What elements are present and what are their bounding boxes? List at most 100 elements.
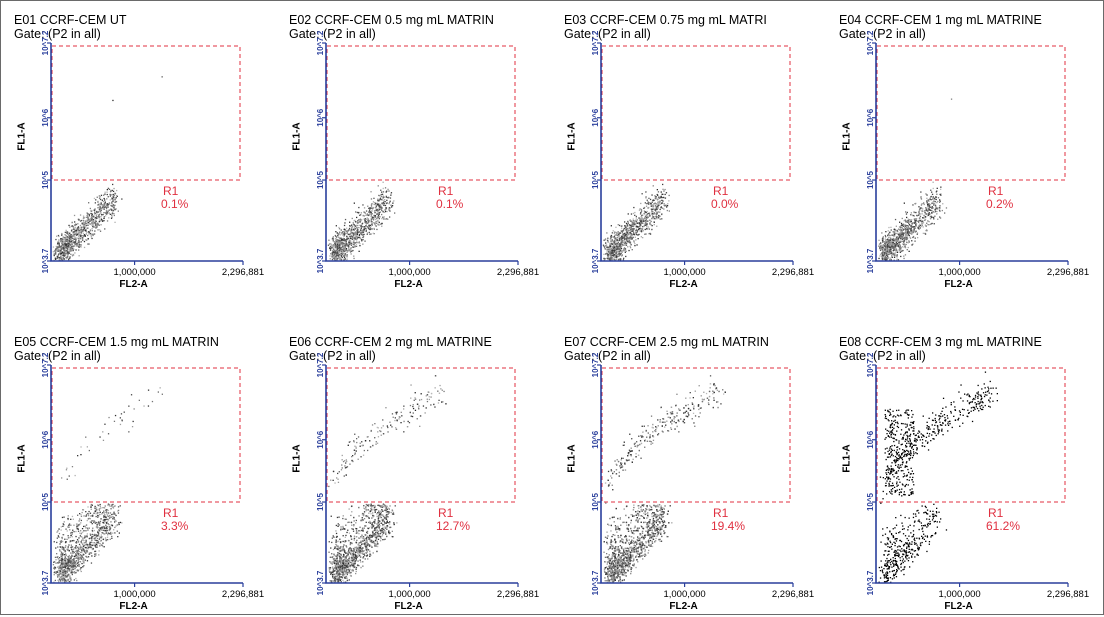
data-point [631,228,632,229]
data-point [669,210,670,211]
data-point [79,518,80,519]
data-point [616,243,617,244]
data-point [384,216,385,217]
data-point [106,519,107,520]
data-point [133,421,134,422]
data-point [626,245,627,246]
data-point [336,225,337,226]
data-point [76,246,77,247]
data-point [65,577,66,578]
x-tick-label: 2,296,881 [772,267,814,278]
data-point [664,205,665,206]
data-point [628,222,629,223]
data-point [660,207,661,208]
data-point [614,240,615,241]
data-point [368,228,369,229]
data-point [97,532,98,533]
data-point [375,207,376,208]
data-point [81,549,82,550]
data-point [338,227,339,228]
data-point [339,244,340,245]
data-point [621,248,622,249]
data-point [99,523,100,524]
data-point [355,239,356,240]
data-point [934,211,935,212]
data-point [88,518,89,519]
data-point [618,240,619,241]
data-point [93,513,94,514]
data-point [85,224,86,225]
data-point [383,196,384,197]
data-point [918,215,919,216]
data-point [939,199,940,200]
data-point [903,256,904,257]
data-point [609,252,610,253]
data-point [95,553,96,554]
data-point [61,529,62,530]
data-point [82,512,83,513]
data-point [636,227,637,228]
data-point [624,250,625,251]
data-point [619,238,620,239]
data-point [103,440,104,441]
data-point [660,200,661,201]
data-point [648,198,649,199]
data-point [92,230,93,231]
data-point [645,197,646,198]
data-point [931,217,932,218]
data-point [88,547,89,548]
data-point [78,541,79,542]
data-point [636,226,637,227]
data-point [657,189,658,190]
data-point [54,541,55,542]
data-point [118,512,119,513]
data-point [390,197,391,198]
data-point [73,552,74,553]
data-point [120,424,121,425]
data-point [345,219,346,220]
data-point [90,516,91,517]
data-point [911,232,912,233]
data-point [110,508,111,509]
data-point [102,507,103,508]
data-point [394,212,395,213]
data-point [638,238,639,239]
data-point [614,259,615,260]
data-point [635,237,636,238]
data-point [334,256,335,257]
data-point [911,226,912,227]
data-point [610,256,611,257]
data-point [83,220,84,221]
data-point [902,250,903,251]
data-point [117,536,118,537]
x-tick-label: 1,000,000 [113,589,155,600]
data-point [359,241,360,242]
data-point [344,222,345,223]
data-point [72,536,73,537]
data-point [82,528,83,529]
data-point [66,549,67,550]
data-point [620,253,621,254]
data-point [128,431,129,432]
data-point [83,231,84,232]
data-point [666,206,667,207]
data-point [89,553,90,554]
data-point [351,225,352,226]
data-point [96,540,97,541]
data-point [69,529,70,530]
data-point [655,218,656,219]
data-point [101,212,102,213]
data-point [902,224,903,225]
data-point [330,253,331,254]
data-point [379,195,380,196]
data-point [644,234,645,235]
data-point [378,195,379,196]
data-point [376,221,377,222]
data-point [56,250,57,251]
data-point [74,215,75,216]
data-point [897,254,898,255]
data-point [77,547,78,548]
data-point [114,505,115,506]
data-point [895,243,896,244]
data-point [629,228,630,229]
